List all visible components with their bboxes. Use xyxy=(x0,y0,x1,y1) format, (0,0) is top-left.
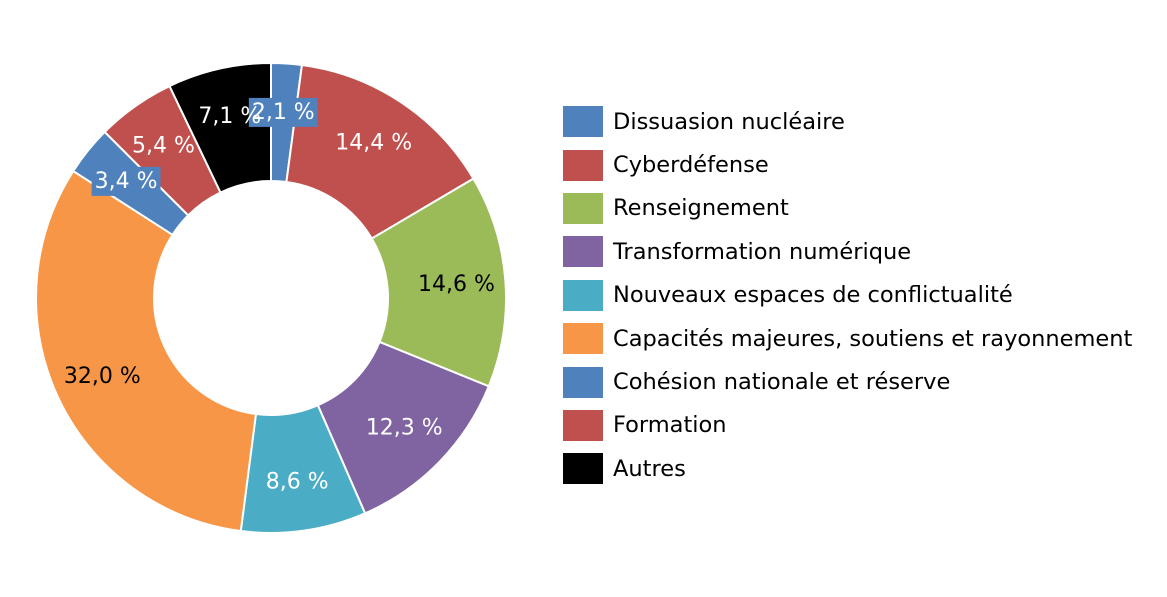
legend-swatch xyxy=(563,236,603,268)
legend-label: Renseignement xyxy=(613,195,789,222)
legend-swatch xyxy=(563,409,603,441)
legend-item-formation: Formation xyxy=(563,404,1132,447)
legend-label: Nouveaux espaces de conflictualité xyxy=(613,282,1013,309)
slice-label-capacites-majeures-soutiens-et-rayonnement: 32,0 % xyxy=(64,364,141,389)
legend-item-nouveaux-espaces-de-conflictualite: Nouveaux espaces de conflictualité xyxy=(563,274,1132,317)
legend-item-cyberdefense: Cyberdéfense xyxy=(563,143,1132,186)
legend-item-renseignement: Renseignement xyxy=(563,187,1132,230)
legend-label: Formation xyxy=(613,412,727,439)
slice-renseignement xyxy=(370,177,507,388)
legend-label: Dissuasion nucléaire xyxy=(613,108,845,135)
legend-swatch xyxy=(563,149,603,181)
slice-labels: 2,1 % 14,4 % 14,6 % 12,3 % 8,6 % 32,0 % 3,4 % 5… xyxy=(64,97,495,495)
legend-label: Autres xyxy=(613,455,686,482)
legend-label: Cohésion nationale et réserve xyxy=(613,369,951,396)
legend-item-transformation-numerique: Transformation numérique xyxy=(563,230,1132,273)
slice-label-autres: 7,1 % xyxy=(198,104,261,129)
legend: Dissuasion nucléaire Cyberdéfense Renseign… xyxy=(563,100,1132,491)
legend-label: Capacités majeures, soutiens et rayonnem… xyxy=(613,325,1133,352)
slice-label-background xyxy=(248,97,318,127)
slice-label-dissuasion-nucleaire: 2,1 % xyxy=(252,100,315,125)
donut-slices xyxy=(35,61,507,534)
slice-label-formation: 5,4 % xyxy=(132,134,195,159)
legend-swatch xyxy=(563,453,603,485)
slice-label-renseignement: 14,6 % xyxy=(418,272,495,297)
legend-label: Cyberdéfense xyxy=(613,152,769,179)
slice-label-cohesion-nationale-et-reserve: 3,4 % xyxy=(95,169,158,194)
slice-label-nouveaux-espaces-de-conflictualite: 8,6 % xyxy=(266,470,329,495)
legend-swatch xyxy=(563,192,603,224)
legend-swatch xyxy=(563,366,603,398)
legend-item-dissuasion-nucleaire: Dissuasion nucléaire xyxy=(563,100,1132,143)
slice-label-cyberdefense: 14,4 % xyxy=(335,130,412,155)
legend-swatch xyxy=(563,323,603,355)
legend-label: Transformation numérique xyxy=(613,238,912,265)
slice-label-background xyxy=(91,166,161,196)
legend-item-cohesion-nationale-et-reserve: Cohésion nationale et réserve xyxy=(563,360,1132,403)
legend-item-capacites-majeures-soutiens-et-rayonnement: Capacités majeures, soutiens et rayonnem… xyxy=(563,317,1132,360)
slice-cyberdefense xyxy=(285,63,475,240)
legend-swatch xyxy=(563,106,603,138)
legend-item-autres: Autres xyxy=(563,447,1132,490)
slice-autres xyxy=(168,61,272,194)
legend-swatch xyxy=(563,279,603,311)
slice-capacites-majeures-soutiens-et-rayonnement xyxy=(35,169,258,533)
slice-label-transformation-numerique: 12,3 % xyxy=(366,415,443,440)
